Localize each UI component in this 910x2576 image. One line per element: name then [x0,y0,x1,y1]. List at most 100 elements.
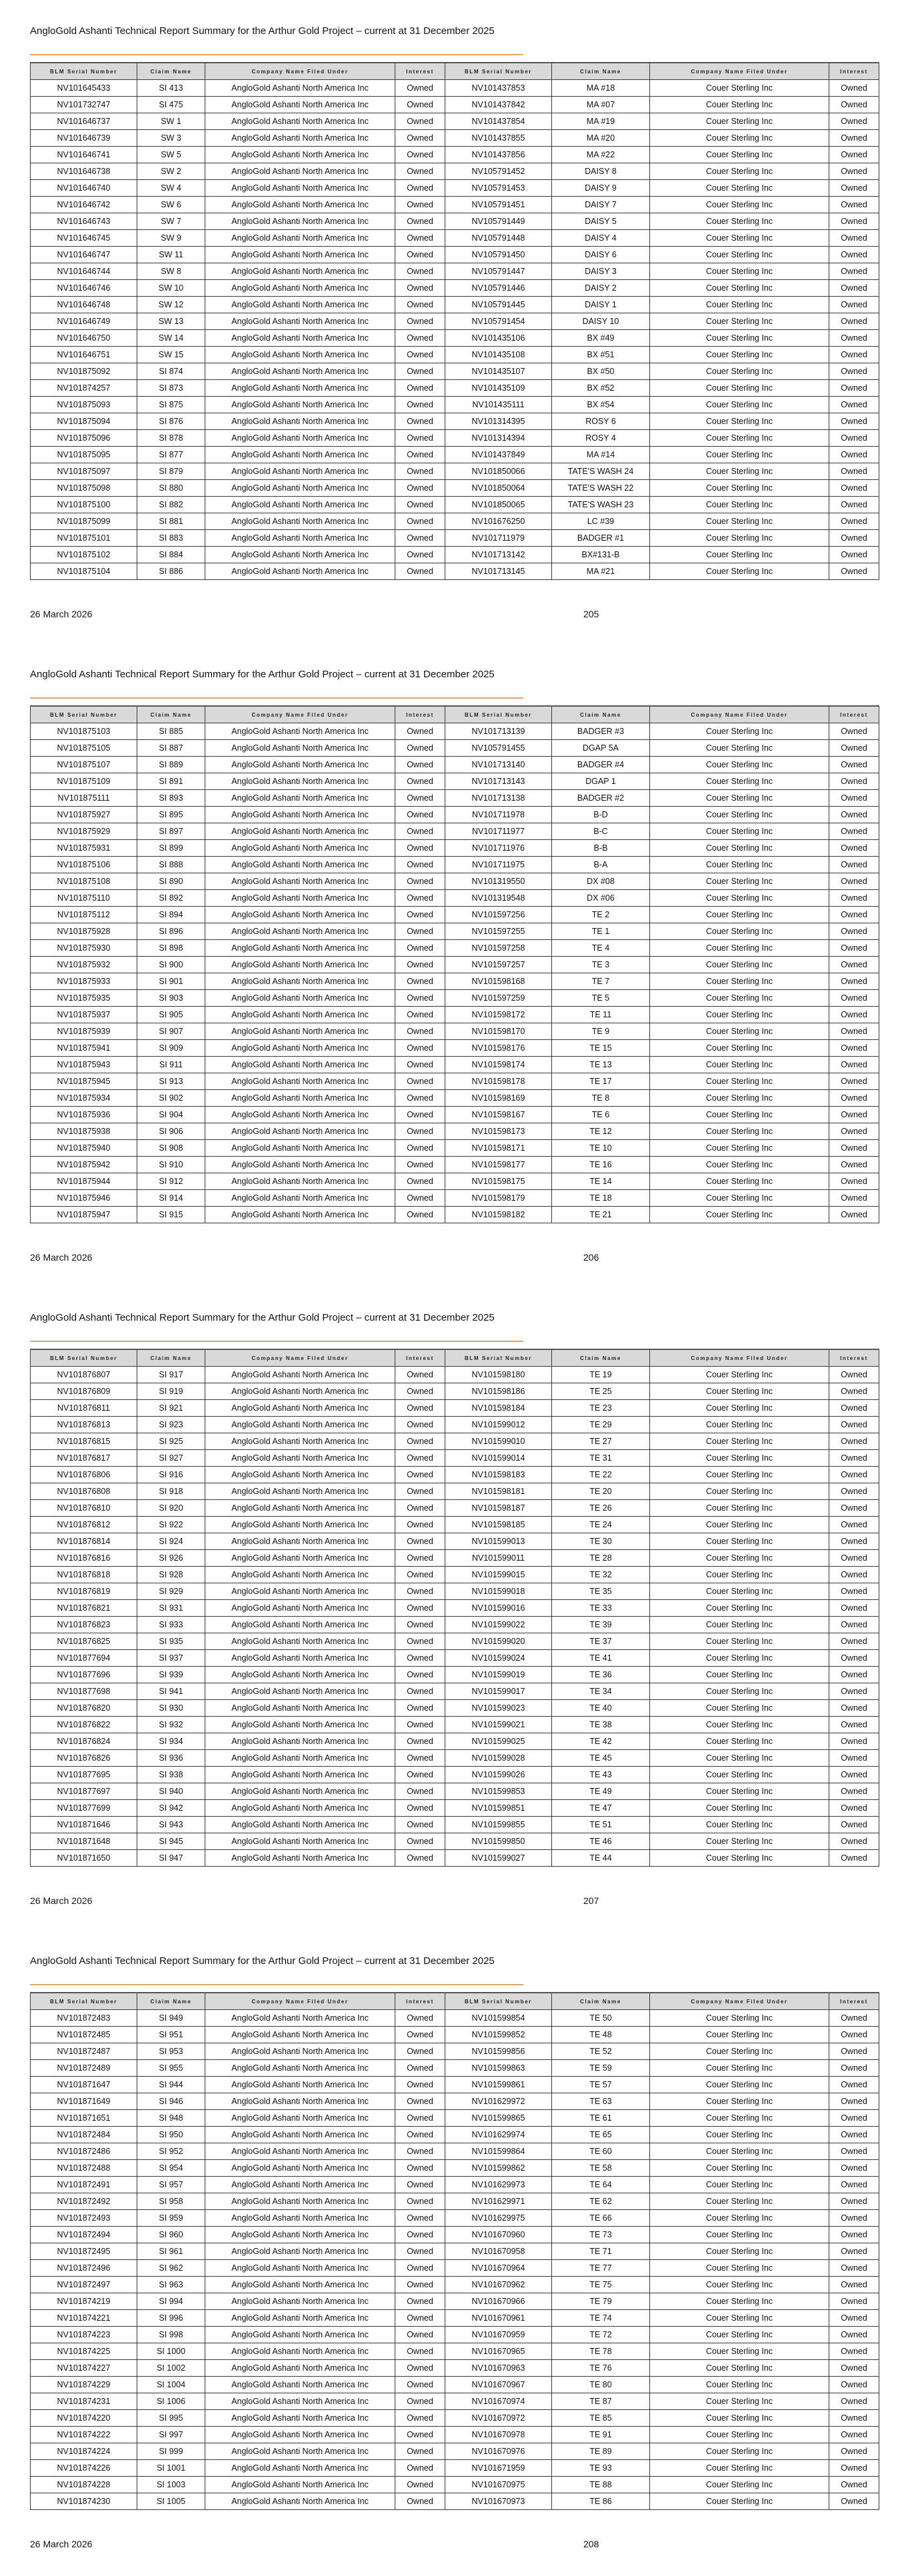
cell-company-name: AngloGold Ashanti North America Inc [205,823,395,840]
cell-claim-name: B-B [551,839,650,857]
cell-claim-name: BADGER #1 [551,529,650,547]
cell-claim-name: SI 889 [137,756,205,773]
cell-interest: Owned [395,1566,445,1583]
page-number: 207 [583,1895,599,1906]
cell-blm-serial-number: NV101599863 [445,2059,552,2077]
cell-claim-name: SI 933 [137,1616,205,1633]
cell-claim-name: SI 875 [137,396,205,413]
cell-claim-name: DAISY 10 [551,313,650,330]
table-row: NV101875940 SI 908 AngloGold Ashanti North… [30,1139,879,1157]
cell-interest: Owned [829,1106,879,1123]
cell-interest: Owned [829,2209,879,2227]
column-header-interest: Interest [395,1992,445,2010]
cell-company-name: AngloGold Ashanti North America Inc [205,1783,395,1800]
cell-claim-name: TE 66 [551,2209,650,2227]
cell-blm-serial-number: NV101711978 [445,806,552,823]
table-row: NV101875112 SI 894 AngloGold Ashanti North… [30,906,879,923]
cell-interest: Owned [829,2076,879,2093]
cell-interest: Owned [829,479,879,497]
cell-company-name: AngloGold Ashanti North America Inc [205,889,395,907]
cell-interest: Owned [395,213,445,230]
cell-company-name: Couer Sterling Inc [649,1416,829,1433]
cell-claim-name: TE 10 [551,1139,650,1157]
cell-blm-serial-number: NV101875105 [30,739,137,757]
cell-claim-name: SI 914 [137,1189,205,1207]
table-row: NV101876812 SI 922 AngloGold Ashanti North… [30,1516,879,1533]
cell-claim-name: SI 910 [137,1156,205,1173]
cell-company-name: Couer Sterling Inc [649,1366,829,1383]
cell-company-name: AngloGold Ashanti North America Inc [205,1816,395,1833]
cell-interest: Owned [395,2209,445,2227]
cell-interest: Owned [829,263,879,280]
cell-blm-serial-number: NV101598168 [445,973,552,990]
cell-blm-serial-number: NV101872492 [30,2193,137,2210]
cell-interest: Owned [395,889,445,907]
cell-interest: Owned [829,2493,879,2510]
table-row: NV101876825 SI 935 AngloGold Ashanti North… [30,1633,879,1650]
column-header-interest: Interest [829,1349,879,1367]
column-header-company-name: Company Name Filed Under [205,705,395,723]
cell-blm-serial-number: NV101599856 [445,2043,552,2060]
cell-interest: Owned [829,2226,879,2243]
cell-claim-name: TE 80 [551,2376,650,2393]
cell-blm-serial-number: NV101435107 [445,363,552,380]
cell-claim-name: SI 946 [137,2093,205,2110]
cell-interest: Owned [395,1583,445,1600]
cell-blm-serial-number: NV101875936 [30,1106,137,1123]
cell-claim-name: SI 894 [137,906,205,923]
cell-company-name: Couer Sterling Inc [649,313,829,330]
cell-interest: Owned [829,329,879,347]
cell-claim-name: SI 934 [137,1733,205,1750]
cell-claim-name: TE 17 [551,1073,650,1090]
cell-interest: Owned [829,2326,879,2343]
column-header-company-name: Company Name Filed Under [205,1992,395,2010]
column-header-interest: Interest [829,1992,879,2010]
cell-blm-serial-number: NV101437849 [445,446,552,463]
table-body: NV101872483 SI 949 AngloGold Ashanti North… [30,2009,879,2510]
cell-interest: Owned [395,79,445,97]
cell-company-name: Couer Sterling Inc [649,413,829,430]
cell-blm-serial-number: NV101670962 [445,2276,552,2293]
cell-interest: Owned [829,1023,879,1040]
cell-claim-name: SI 948 [137,2109,205,2127]
cell-blm-serial-number: NV101646748 [30,296,137,313]
cell-interest: Owned [829,1583,879,1600]
cell-company-name: AngloGold Ashanti North America Inc [205,513,395,530]
cell-blm-serial-number: NV101875933 [30,973,137,990]
cell-claim-name: TE 32 [551,1566,650,1583]
cell-blm-serial-number: NV101646740 [30,179,137,197]
column-header-claim-name: Claim Name [551,705,650,723]
cell-blm-serial-number: NV101598181 [445,1483,552,1500]
cell-company-name: Couer Sterling Inc [649,279,829,297]
cell-blm-serial-number: NV101598172 [445,1006,552,1023]
table-row: NV101876807 SI 917 AngloGold Ashanti North… [30,1366,879,1383]
cell-interest: Owned [395,1499,445,1517]
cell-company-name: Couer Sterling Inc [649,789,829,807]
table-row: NV101875930 SI 898 AngloGold Ashanti North… [30,939,879,957]
cell-claim-name: SW 15 [137,346,205,363]
cell-interest: Owned [395,2493,445,2510]
cell-claim-name: SI 945 [137,1833,205,1850]
cell-interest: Owned [395,179,445,197]
cell-company-name: AngloGold Ashanti North America Inc [205,1849,395,1867]
cell-company-name: AngloGold Ashanti North America Inc [205,96,395,113]
report-title: AngloGold Ashanti Technical Report Summa… [30,1312,495,1323]
table-row: NV101875928 SI 896 AngloGold Ashanti North… [30,923,879,940]
cell-company-name: AngloGold Ashanti North America Inc [205,1383,395,1400]
cell-interest: Owned [395,1749,445,1767]
cell-interest: Owned [395,989,445,1007]
cell-blm-serial-number: NV101732747 [30,96,137,113]
cell-claim-name: SI 886 [137,563,205,580]
table-row: NV101876818 SI 928 AngloGold Ashanti North… [30,1566,879,1583]
cell-company-name: AngloGold Ashanti North America Inc [205,1716,395,1733]
page-number: 208 [583,2539,599,2549]
cell-company-name: AngloGold Ashanti North America Inc [205,1516,395,1533]
cell-company-name: Couer Sterling Inc [649,463,829,480]
cell-interest: Owned [395,1699,445,1717]
table-header: BLM Serial Number Claim Name Company Name … [30,62,879,80]
cell-claim-name: TE 87 [551,2393,650,2410]
cell-blm-serial-number: NV101713139 [445,723,552,740]
cell-blm-serial-number: NV101670975 [445,2476,552,2493]
cell-interest: Owned [829,873,879,890]
cell-interest: Owned [395,296,445,313]
